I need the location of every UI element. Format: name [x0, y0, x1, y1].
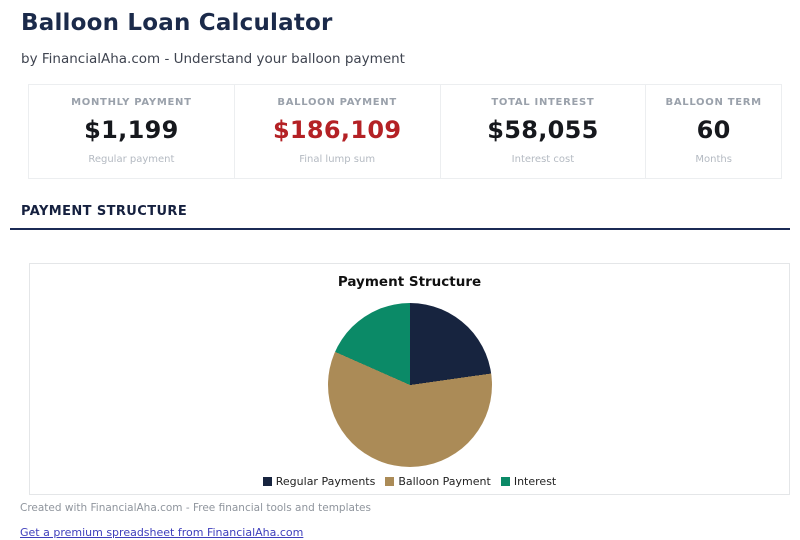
- stat-card-monthly-payment: MONTHLY PAYMENT $1,199 Regular payment: [29, 85, 234, 178]
- stat-sublabel: Months: [695, 154, 732, 165]
- legend-item-interest[interactable]: Interest: [500, 475, 557, 488]
- chart-title: Payment Structure: [337, 274, 482, 290]
- stat-sublabel: Regular payment: [88, 154, 175, 165]
- stat-value: $58,055: [487, 116, 599, 144]
- stat-value: $186,109: [272, 116, 402, 144]
- stat-sublabel: Final lump sum: [299, 154, 376, 165]
- premium-spreadsheet-link[interactable]: Get a premium spreadsheet from Financial…: [20, 526, 304, 539]
- legend-swatch-icon: [262, 477, 272, 486]
- section-divider: [10, 228, 790, 230]
- legend-label: Interest: [513, 475, 557, 488]
- legend-swatch-icon: [500, 477, 510, 486]
- chart-legend: Regular Payments Balloon Payment Interest: [30, 475, 789, 488]
- stat-label: BALLOON TERM: [665, 97, 762, 108]
- stat-value: $1,199: [84, 116, 179, 144]
- page-subtitle: by FinancialAha.com - Understand your ba…: [21, 51, 405, 67]
- stat-card-balloon-payment: BALLOON PAYMENT $186,109 Final lump sum: [233, 85, 440, 178]
- legend-label: Balloon Payment: [398, 475, 491, 488]
- stat-card-total-interest: TOTAL INTEREST $58,055 Interest cost: [439, 85, 646, 178]
- stat-value: 60: [696, 116, 731, 144]
- legend-swatch-icon: [385, 477, 395, 486]
- footer-credit: Created with FinancialAha.com - Free fin…: [20, 502, 371, 514]
- pie-chart: [327, 303, 492, 467]
- stat-sublabel: Interest cost: [511, 154, 575, 165]
- section-heading-payment-structure: PAYMENT STRUCTURE: [21, 204, 188, 219]
- stat-label: BALLOON PAYMENT: [277, 97, 397, 108]
- legend-label: Regular Payments: [275, 475, 376, 488]
- stat-label: MONTHLY PAYMENT: [71, 97, 192, 108]
- legend-item-balloon-payment[interactable]: Balloon Payment: [385, 475, 491, 488]
- page-title: Balloon Loan Calculator: [21, 10, 333, 36]
- stat-card-balloon-term: BALLOON TERM 60 Months: [645, 85, 781, 178]
- stat-label: TOTAL INTEREST: [491, 97, 595, 108]
- legend-item-regular-payments[interactable]: Regular Payments: [262, 475, 376, 488]
- stats-strip: MONTHLY PAYMENT $1,199 Regular payment B…: [28, 84, 782, 179]
- payment-structure-chart-card: Payment Structure Regular Payments Balloo…: [29, 263, 790, 495]
